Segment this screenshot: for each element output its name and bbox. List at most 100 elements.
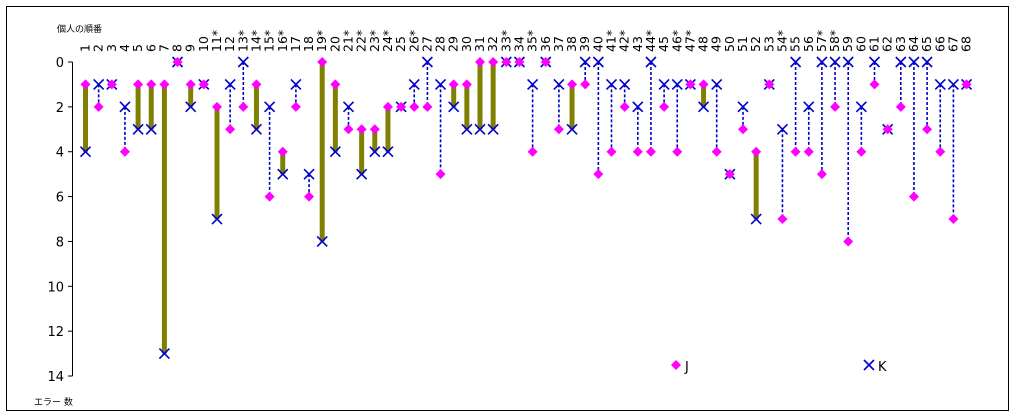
x-tick-label: 62 [880, 36, 895, 52]
point-K [711, 78, 723, 90]
x-tick-label: 50 [722, 36, 737, 52]
point-K [224, 78, 236, 90]
x-tick-label: 10 [196, 36, 211, 52]
x-tick-label: 65 [919, 36, 934, 52]
x-tick-label: 36 [538, 36, 553, 52]
x-tick-label: 33* [498, 30, 513, 52]
point-K [790, 56, 802, 68]
point-J [751, 146, 762, 157]
point-K [329, 146, 341, 158]
y-tick-label: 8 [56, 235, 64, 250]
x-tick-label: 18 [301, 36, 316, 52]
x-tick-label: 9 [183, 44, 198, 52]
point-J [935, 146, 946, 157]
point-J [698, 79, 709, 90]
x-tick-label: 60 [853, 36, 868, 52]
x-tick-label: 64 [906, 36, 921, 52]
point-J [593, 169, 604, 180]
x-tick-label: 43 [630, 36, 645, 52]
point-K [434, 78, 447, 90]
point-K [619, 78, 631, 90]
point-J [830, 101, 841, 112]
y-tick-label: 6 [56, 191, 64, 206]
x-tick-labels: 1234567891011*1213*14*15*16*171819*2021*… [78, 30, 974, 52]
x-tick-label: 22* [354, 30, 369, 52]
point-K [369, 146, 381, 158]
x-tick-label: 45 [656, 36, 671, 52]
x-tick-label: 21* [341, 30, 356, 52]
point-K [93, 78, 105, 90]
x-axis-title: エラー 数 [34, 396, 73, 408]
point-J [645, 146, 656, 157]
point-K [671, 78, 683, 90]
point-K [855, 101, 867, 113]
point-J [343, 124, 354, 135]
point-K [448, 101, 460, 113]
point-J [567, 79, 578, 90]
x-tick-label: 4 [117, 44, 132, 52]
x-tick-label: 53 [761, 36, 776, 52]
point-J [488, 57, 499, 67]
point-K [632, 101, 644, 113]
point-J [711, 146, 722, 157]
x-tick-label: 8 [170, 44, 185, 52]
x-tick-label: 29 [446, 36, 461, 52]
point-J [922, 124, 933, 135]
point-J [869, 79, 880, 90]
x-tick-label: 51 [735, 36, 750, 52]
x-tick-label: 58* [827, 30, 842, 52]
point-K [737, 101, 749, 113]
point-J [501, 57, 512, 67]
point-K [132, 123, 144, 135]
x-tick-label: 2 [91, 44, 106, 52]
point-J [908, 191, 919, 202]
point-J [948, 214, 959, 225]
point-K [79, 146, 92, 158]
x-tick-label: 3 [104, 44, 119, 52]
x-tick-label: 14* [248, 30, 263, 52]
x-tick-label: 11* [209, 30, 224, 52]
x-tick-label: 16* [275, 30, 290, 52]
point-K [934, 78, 946, 90]
point-J [895, 101, 906, 112]
point-K [250, 123, 263, 135]
y-axis-title: 個人の順番 [57, 23, 102, 35]
point-J [277, 146, 288, 157]
x-tick-label: 52 [748, 36, 763, 52]
point-J [317, 57, 328, 67]
x-tick-label: 24* [380, 30, 395, 52]
point-K [895, 56, 907, 68]
point-J [435, 169, 446, 180]
point-K [211, 213, 223, 225]
point-J [409, 101, 420, 112]
point-K [461, 123, 473, 135]
point-J [369, 124, 380, 135]
point-J [514, 57, 525, 67]
point-J [475, 57, 485, 67]
point-K [290, 78, 302, 90]
point-K [592, 56, 604, 68]
x-tick-label: 26* [406, 30, 421, 52]
legend-label-K: K [878, 360, 887, 375]
point-K [566, 123, 578, 135]
point-K [356, 168, 368, 180]
x-tick-label: 54* [774, 30, 789, 52]
x-tick-label: 48 [696, 36, 711, 52]
point-J [961, 79, 972, 90]
x-tick-label: 49 [709, 36, 724, 52]
point-K [579, 56, 591, 68]
point-J [146, 79, 157, 90]
x-tick-label: 20 [327, 36, 342, 52]
point-J [290, 101, 301, 112]
x-tick-label: 59 [840, 36, 855, 52]
x-tick-label: 44* [643, 30, 658, 52]
point-J [882, 124, 893, 135]
point-J [448, 79, 459, 90]
point-J [803, 146, 814, 157]
x-tick-label: 41* [604, 30, 619, 52]
chart-frame [6, 6, 1009, 411]
point-J [685, 79, 696, 90]
point-J [159, 79, 170, 90]
point-K [237, 56, 249, 68]
